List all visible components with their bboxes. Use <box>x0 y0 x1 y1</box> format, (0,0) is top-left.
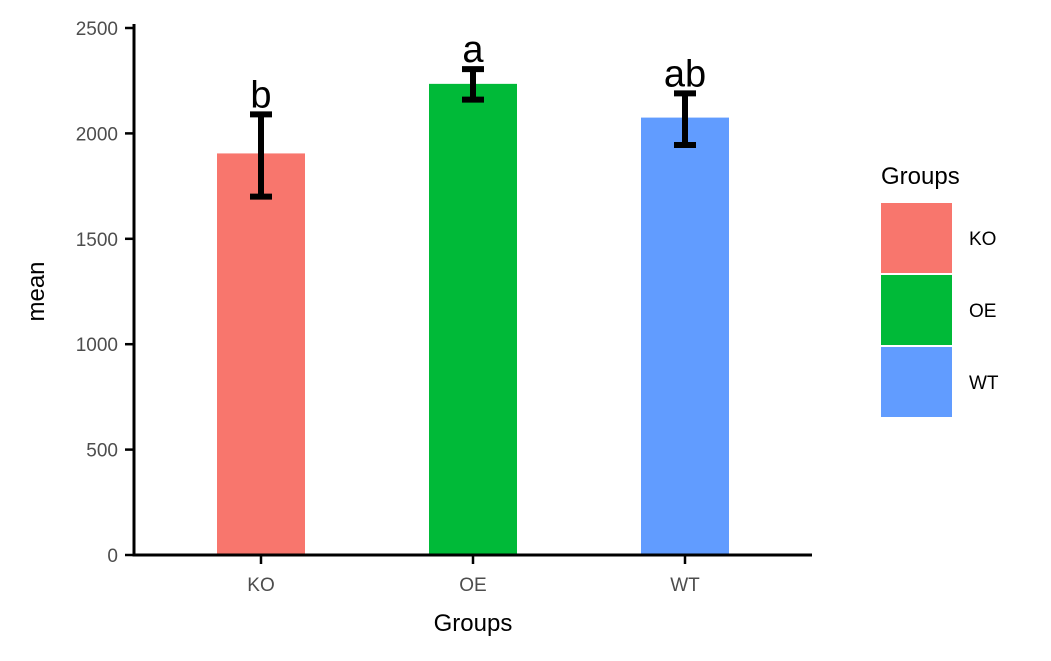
y-axis-title: mean <box>23 261 50 321</box>
significance-label-wt: ab <box>664 53 706 95</box>
x-tick-label: WT <box>670 575 700 596</box>
error-bars <box>250 66 696 200</box>
legend-label-ko: KO <box>969 229 996 250</box>
x-axis-ticks: KO OE WT <box>247 555 700 596</box>
significance-label-oe: a <box>462 29 484 71</box>
bar-oe <box>429 83 517 555</box>
legend-key-wt <box>881 347 952 417</box>
y-tick-label: 2000 <box>76 124 118 145</box>
legend-label-wt: WT <box>969 373 999 394</box>
y-tick-label: 1000 <box>76 335 118 356</box>
legend: Groups KO OE WT <box>881 163 999 417</box>
y-tick-label: 500 <box>86 441 118 462</box>
x-axis-title: Groups <box>434 610 513 637</box>
y-tick-label: 2500 <box>76 19 118 40</box>
x-tick-label: OE <box>459 575 486 596</box>
y-axis-ticks: 0 500 1000 1500 2000 2500 <box>76 19 134 567</box>
bars <box>217 83 729 555</box>
bar-wt <box>641 117 729 555</box>
legend-key-oe <box>881 275 952 345</box>
y-tick-label: 0 <box>107 546 118 567</box>
significance-label-ko: b <box>250 74 271 116</box>
x-tick-label: KO <box>247 575 274 596</box>
legend-key-ko <box>881 203 952 273</box>
bar-ko <box>217 153 305 555</box>
legend-title: Groups <box>881 163 960 190</box>
y-tick-label: 1500 <box>76 230 118 251</box>
significance-labels: b a ab <box>250 29 706 116</box>
legend-label-oe: OE <box>969 301 996 322</box>
